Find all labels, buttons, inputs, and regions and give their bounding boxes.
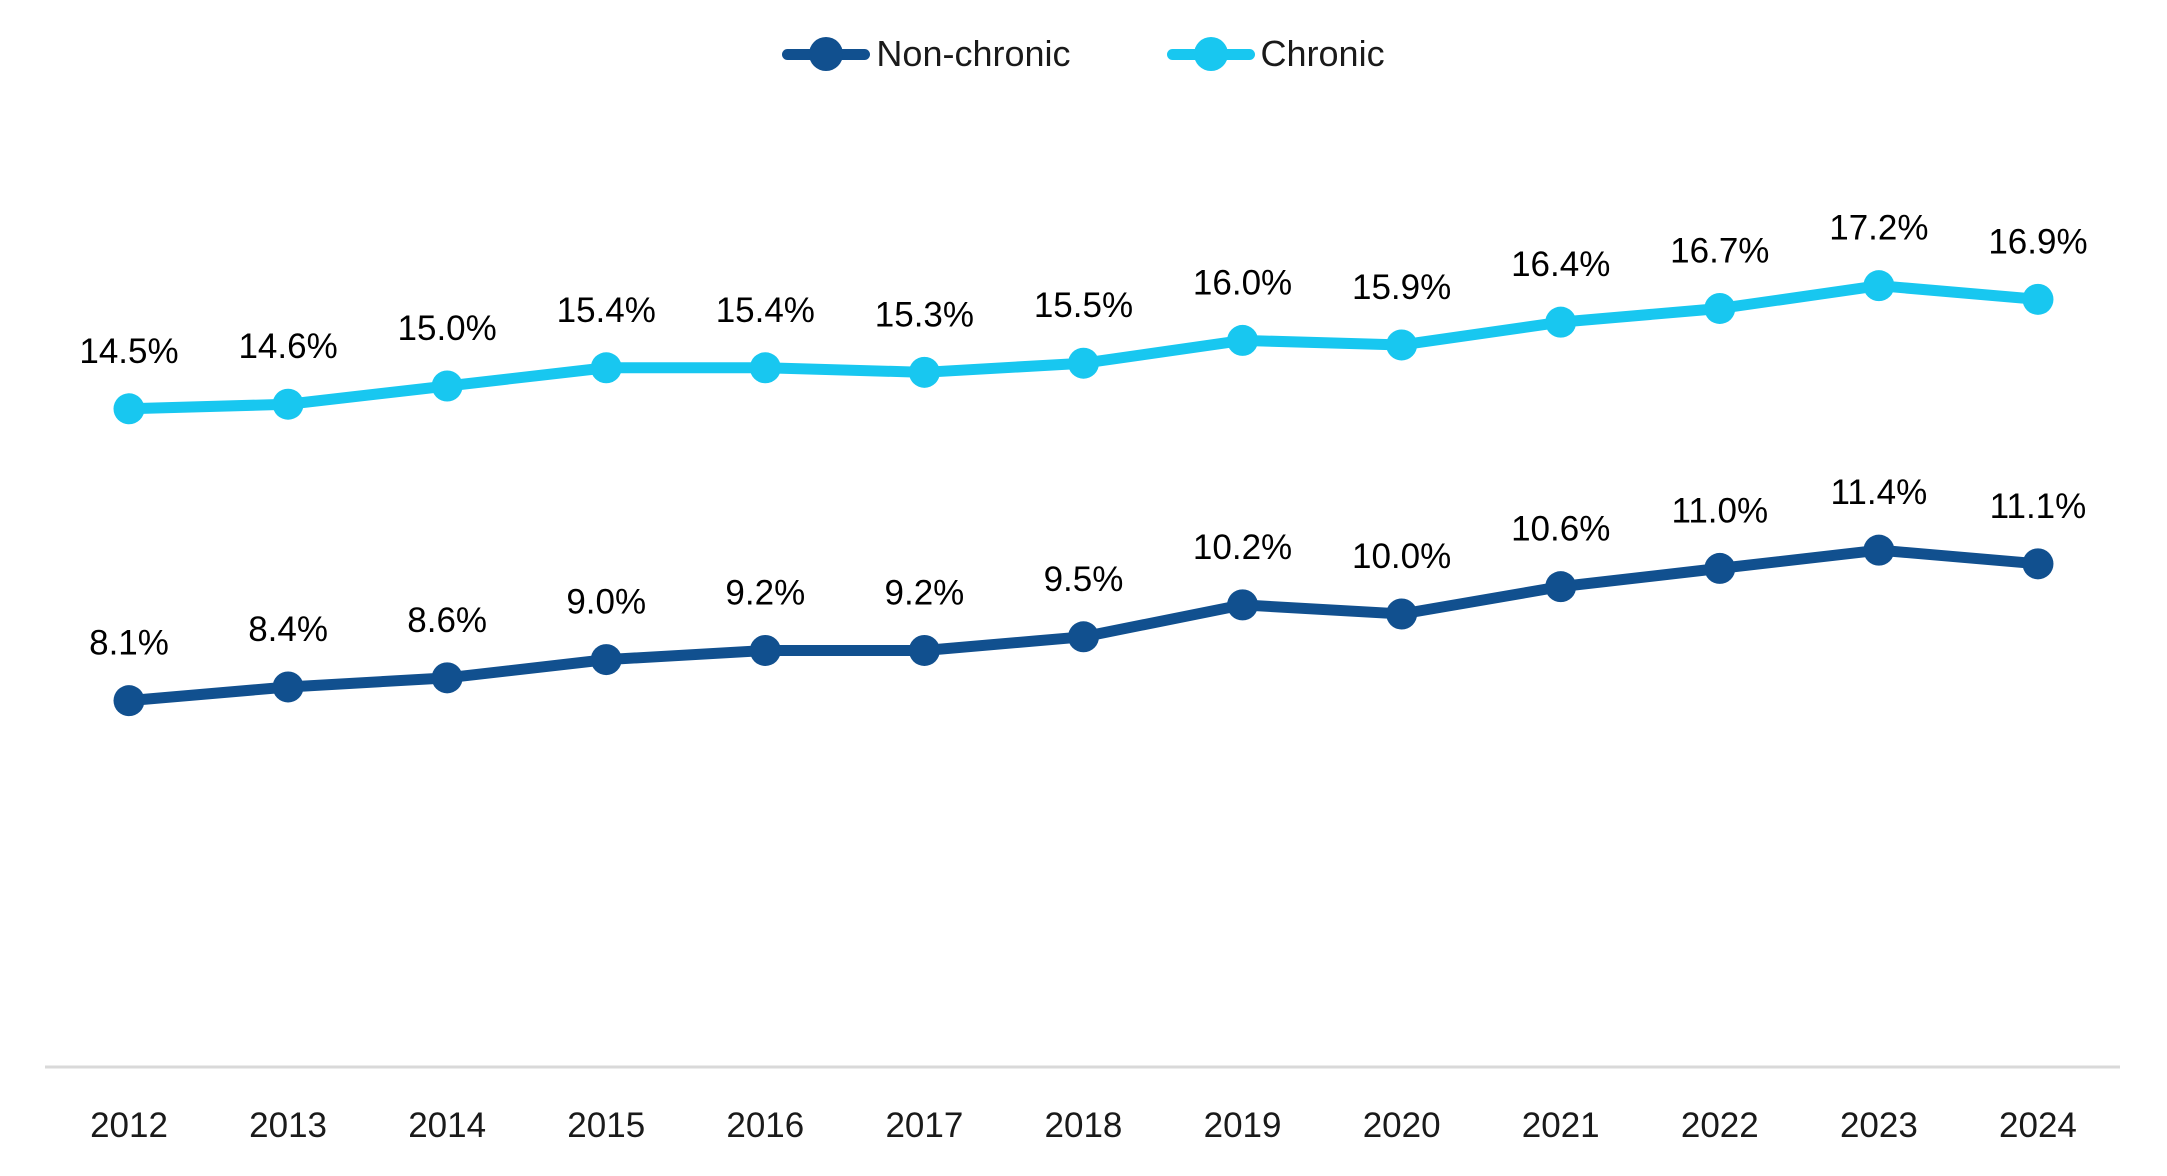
x-axis-tick-label: 2020 (1363, 1106, 1441, 1145)
chart-legend: Non-chronic Chronic (0, 24, 2167, 84)
x-axis-tick-label: 2024 (1999, 1106, 2077, 1145)
data-label: 10.0% (1352, 537, 1451, 576)
legend-item-chronic: Chronic (1166, 33, 1385, 74)
non-chronic-dot-icon (809, 37, 844, 71)
data-point-non-chronic (1704, 552, 1736, 584)
data-point-non-chronic (431, 662, 463, 694)
legend-item-non-chronic: Non-chronic (782, 33, 1071, 74)
data-label: 10.6% (1511, 510, 1610, 549)
data-label: 14.6% (238, 327, 337, 366)
x-axis-tick-label: 2019 (1204, 1106, 1282, 1145)
data-point-chronic (272, 388, 304, 420)
data-label: 9.2% (885, 573, 965, 612)
data-point-non-chronic (272, 671, 304, 703)
data-label: 9.0% (566, 583, 646, 622)
x-axis-tick-label: 2014 (408, 1106, 486, 1145)
data-point-non-chronic (2022, 548, 2054, 580)
legend-label-non-chronic: Non-chronic (876, 33, 1071, 74)
x-axis-tick-label: 2018 (1045, 1106, 1123, 1145)
data-labels-chronic: 14.5% 14.6% 15.0% 15.4% 15.4% 15.3% 15.5% 16.0%… (79, 209, 2087, 371)
data-label: 10.2% (1193, 528, 1292, 567)
data-label: 17.2% (1829, 209, 1928, 248)
data-point-chronic (908, 356, 940, 388)
x-axis-tick-label: 2016 (726, 1106, 804, 1145)
x-axis-tick-label: 2017 (885, 1106, 963, 1145)
data-label: 14.5% (79, 332, 178, 371)
data-point-non-chronic (590, 644, 622, 676)
data-point-chronic (1704, 292, 1736, 324)
data-point-non-chronic (908, 634, 940, 666)
data-point-non-chronic (1067, 621, 1099, 653)
data-label: 11.1% (1990, 487, 2087, 526)
data-label: 16.7% (1670, 231, 1769, 270)
data-label: 15.9% (1352, 268, 1451, 307)
data-label: 15.5% (1034, 286, 1133, 325)
x-axis-labels: 2012 2013 2014 2015 2016 2017 2018 2019 2020 2021… (90, 1106, 2077, 1145)
non-chronic-line-marker-icon (782, 37, 871, 71)
data-label: 16.4% (1511, 245, 1610, 284)
data-point-chronic (2022, 283, 2054, 315)
legend-label-chronic: Chronic (1260, 33, 1385, 74)
data-point-chronic (1545, 306, 1577, 338)
series-chronic: 14.5% 14.6% 15.0% 15.4% 15.4% 15.3% 15.5% 16.0%… (79, 209, 2088, 425)
data-label: 9.5% (1044, 560, 1124, 599)
data-point-non-chronic (1545, 571, 1577, 603)
data-label: 8.4% (248, 610, 328, 649)
data-label: 8.1% (89, 624, 169, 663)
data-point-chronic (1863, 270, 1895, 302)
data-point-chronic (1386, 329, 1418, 361)
chronic-line-marker-icon (1166, 37, 1255, 71)
x-axis-tick-label: 2022 (1681, 1106, 1759, 1145)
data-point-non-chronic (1863, 534, 1895, 566)
data-labels-non-chronic: 8.1% 8.4% 8.6% 9.0% 9.2% 9.2% 9.5% 10.2% 10.0% 10… (89, 473, 2086, 662)
x-axis-tick-label: 2013 (249, 1106, 327, 1145)
chronic-dot-icon (1193, 37, 1228, 71)
series-non-chronic: 8.1% 8.4% 8.6% 9.0% 9.2% 9.2% 9.5% 10.2% 10.0% 10… (89, 473, 2086, 717)
data-label: 16.9% (1988, 222, 2087, 261)
data-point-chronic (749, 352, 781, 384)
x-axis-tick-label: 2021 (1522, 1106, 1600, 1145)
data-point-non-chronic (113, 685, 145, 717)
data-label: 15.4% (716, 291, 815, 330)
data-label: 9.2% (725, 573, 805, 612)
data-point-non-chronic (1386, 598, 1418, 630)
data-label: 8.6% (407, 601, 487, 640)
data-point-non-chronic (1227, 589, 1259, 621)
data-point-chronic (1067, 347, 1099, 379)
data-point-chronic (590, 352, 622, 384)
data-label: 15.3% (875, 295, 974, 334)
data-label: 11.4% (1831, 473, 1928, 512)
data-point-chronic (431, 370, 463, 402)
data-label: 16.0% (1193, 263, 1292, 302)
data-point-non-chronic (749, 634, 781, 666)
x-axis-tick-label: 2015 (567, 1106, 645, 1145)
data-label: 11.0% (1671, 491, 1768, 530)
data-label: 15.0% (398, 309, 497, 348)
x-axis-tick-label: 2023 (1840, 1106, 1918, 1145)
data-point-chronic (113, 393, 145, 425)
data-label: 15.4% (557, 291, 656, 330)
x-axis-tick-label: 2012 (90, 1106, 168, 1145)
data-point-chronic (1227, 324, 1259, 356)
